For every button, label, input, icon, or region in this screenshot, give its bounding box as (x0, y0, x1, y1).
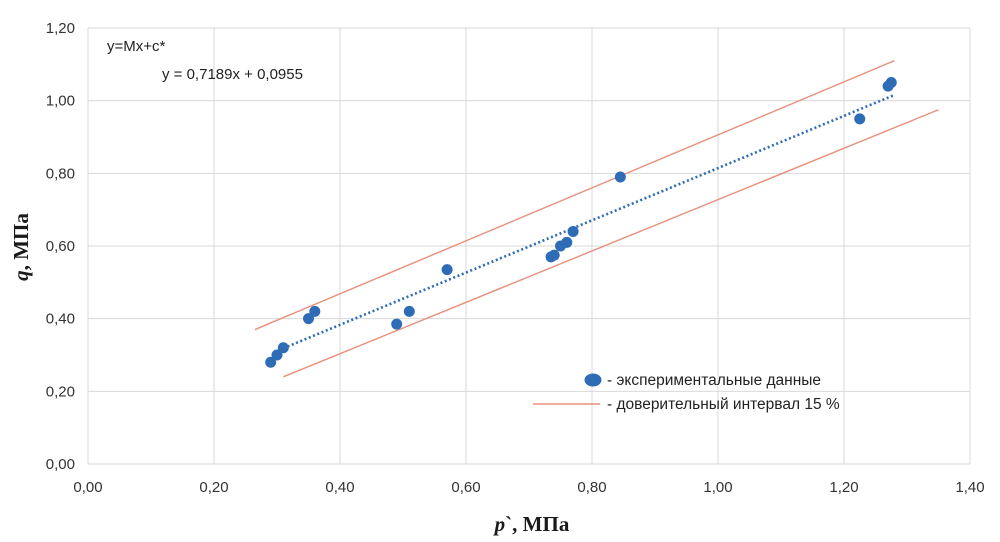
y-tick-label: 0,20 (46, 383, 75, 400)
points (265, 77, 897, 368)
x-axis-title-symbol: p (493, 512, 506, 536)
model-label: y=Mx+c* (107, 38, 166, 55)
y-tick-label: 1,20 (46, 20, 75, 37)
upper-bound-line (254, 60, 895, 331)
legend-label-bounds: - доверительный интервал 15 % (607, 396, 840, 413)
trendline (282, 93, 895, 350)
data-point (403, 305, 415, 317)
x-tick-label: 1,40 (955, 479, 984, 496)
x-tick-label: 0,00 (73, 479, 102, 496)
data-point (265, 356, 277, 368)
y-ticks: 0,00 0,20 0,40 0,60 0,80 1,00 1,20 (46, 20, 75, 473)
y-tick-label: 0,40 (46, 311, 75, 328)
x-axis-title: p`, МПа (493, 512, 570, 536)
y-tick-label: 0,00 (46, 456, 75, 473)
y-tick-label: 0,80 (46, 165, 75, 182)
data-point (854, 113, 866, 125)
y-axis-title-unit: , МПа (9, 213, 33, 271)
y-tick-label: 1,00 (46, 93, 75, 110)
data-point (309, 305, 321, 317)
trendline-label: y = 0,7189x + 0,0955 (162, 66, 303, 83)
y-axis-title: q, МПа (9, 213, 33, 281)
legend-label-points: - экспериментальные данные (607, 372, 821, 389)
bounds (254, 60, 939, 378)
x-tick-label: 0,20 (199, 479, 228, 496)
data-point (614, 171, 626, 183)
legend: - экспериментальные данные - доверительн… (533, 372, 840, 413)
lower-bound-line (283, 109, 939, 378)
x-tick-label: 0,40 (325, 479, 354, 496)
data-point (567, 225, 579, 237)
x-tick-label: 1,00 (703, 479, 732, 496)
data-point (548, 249, 560, 261)
legend-marker-points (584, 373, 602, 387)
data-point (303, 313, 314, 325)
data-point (277, 342, 289, 354)
x-tick-label: 1,20 (829, 479, 858, 496)
grid (87, 27, 971, 465)
data-point (561, 236, 573, 248)
y-axis-title-symbol: q (9, 270, 33, 281)
trendline-group (282, 93, 895, 350)
data-point (391, 318, 403, 330)
data-point (885, 77, 897, 88)
x-ticks: 0,00 0,20 0,40 0,60 0,80 1,00 1,20 1,40 (73, 479, 984, 496)
y-tick-label: 0,60 (46, 238, 75, 255)
data-point (441, 264, 453, 276)
x-axis-title-unit: `, МПа (505, 512, 570, 536)
data-point (271, 349, 283, 361)
x-tick-label: 0,80 (577, 479, 606, 496)
x-tick-label: 0,60 (451, 479, 480, 496)
